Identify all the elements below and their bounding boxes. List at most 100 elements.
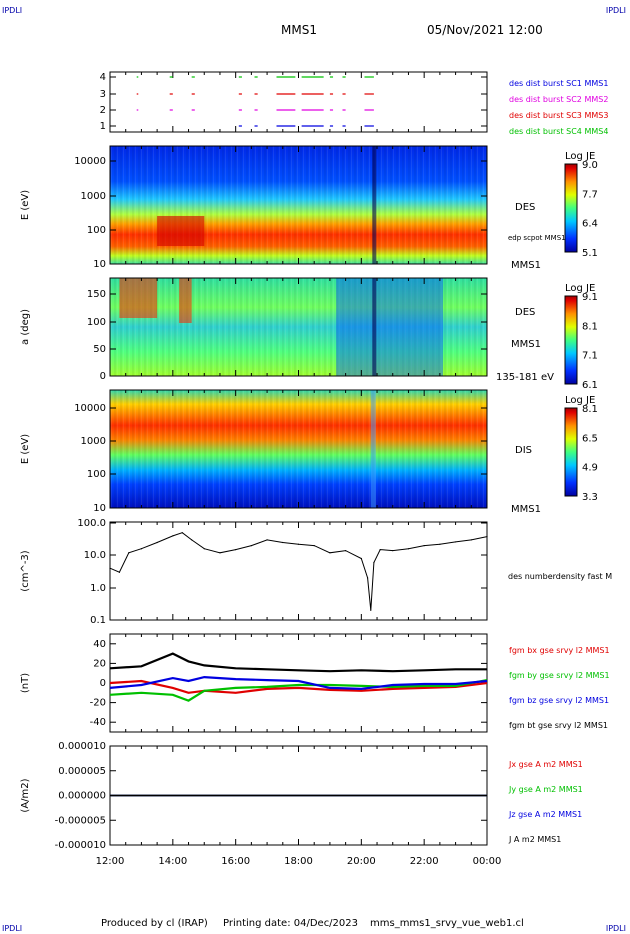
density-series-line	[109, 532, 488, 611]
burst-panel-ytick-label: 4	[100, 72, 106, 83]
bfield-legend-entry: fgm bz gse srvy l2 MMS1	[509, 696, 609, 705]
corner-label-top-left: IPDLI	[2, 6, 23, 15]
des-energy-dropout	[372, 146, 377, 264]
density-panel-ytick-label: 1.0	[90, 583, 106, 594]
time-axis-tick-label: 00:00	[473, 856, 502, 867]
density-panel-frame	[109, 521, 488, 621]
burst-panel-frame	[109, 71, 488, 133]
bfield-legend-entry: fgm bx gse srvy l2 MMS1	[509, 646, 610, 655]
bfield-panel-ytick-label: 0	[100, 678, 106, 689]
burst-panel-ytick-label: 3	[100, 89, 106, 100]
density-point	[181, 532, 183, 534]
dis-energy-colorbar	[564, 407, 578, 497]
density-legend-entry: des numberdensity fast M	[508, 572, 612, 581]
burst-panel-ytick-label: 2	[100, 105, 106, 116]
bfield-panel-ylabel: (nT)	[20, 673, 31, 693]
burst-legend-entry: des dist burst SC3 MMS3	[509, 111, 608, 120]
time-axis-tick-label: 16:00	[221, 856, 250, 867]
bfield-panel-ytick-label: -40	[90, 717, 106, 728]
des-pitch-panel-ytick-label: 150	[87, 289, 106, 300]
density-point	[379, 549, 381, 551]
dis-energy-title: DIS	[515, 445, 532, 456]
density-point	[367, 577, 369, 579]
current-panel-ytick-label: 0.000005	[58, 766, 106, 777]
dis-energy-colorbar-tick: 4.9	[582, 463, 598, 474]
des-pitch-colorbar-tick: 9.1	[582, 292, 598, 303]
current-panel-ylabel: (A/m2)	[20, 778, 31, 812]
des-pitch-panel-ytick-label: 100	[87, 317, 106, 328]
dis-energy-colorbar-tick: 6.5	[582, 433, 598, 444]
bfield-series-line	[109, 679, 488, 694]
density-point	[392, 550, 394, 552]
des-energy-texture	[110, 146, 487, 264]
density-point	[407, 548, 410, 550]
footer-filename: mms_mms1_srvy_vue_web1.cl	[370, 918, 524, 929]
dis-energy-texture	[110, 390, 487, 508]
density-panel-ytick-label: 10.0	[84, 550, 106, 561]
dis-energy-panel-ytick-label: 10	[93, 503, 106, 514]
density-point	[297, 543, 300, 545]
des-pitch-panel-ytick-label: 50	[93, 344, 106, 355]
des-energy-colorbar-tick: 7.7	[582, 189, 598, 200]
des-pitch-hot-region	[119, 278, 158, 318]
burst-legend-entry: des dist burst SC1 MMS1	[509, 79, 608, 88]
density-point	[313, 545, 315, 547]
current-panel-ytick-label: -0.000005	[55, 815, 106, 826]
burst-legend-entry: des dist burst SC4 MMS4	[509, 127, 608, 136]
density-point	[156, 541, 158, 544]
bfield-panel-ytick-label: 40	[93, 639, 106, 650]
bfield-panel-ytick-label: -20	[90, 698, 106, 709]
time-axis-tick-label: 20:00	[347, 856, 376, 867]
dis-energy-dropout	[370, 390, 376, 508]
density-point	[235, 549, 237, 551]
des-pitch-panel-ytick-label: 0	[100, 371, 106, 382]
dis-energy-sc-label: MMS1	[511, 504, 541, 515]
footer-produced-by: Produced by cl (IRAP)	[101, 918, 208, 929]
des-pitch-texture	[110, 278, 487, 376]
des-energy-colorbar-tick: 6.4	[582, 219, 598, 230]
des-energy-panel-ylabel: E (eV)	[20, 190, 31, 220]
density-point	[109, 567, 111, 569]
bfield-series-line	[109, 679, 488, 702]
dis-energy-panel-ytick-label: 10000	[74, 403, 106, 414]
dis-energy-colorbar-tick: 3.3	[582, 492, 598, 503]
des-pitch-colorbar-tick: 8.1	[582, 321, 598, 332]
density-point	[191, 539, 193, 541]
bfield-legend-entry: fgm by gse srvy l2 MMS1	[509, 671, 610, 680]
bfield-panel-ytick-label: 20	[93, 658, 106, 669]
corner-label-bottom-left: IPDLI	[2, 924, 23, 933]
density-point	[172, 535, 174, 537]
density-point	[282, 541, 284, 544]
current-legend-entry: Jy gse A m2 MMS1	[508, 785, 583, 794]
bfield-legend-entry: fgm bt gse srvy l2 MMS1	[509, 721, 608, 730]
des-energy-panel-ytick-label: 10000	[74, 156, 106, 167]
des-energy-panel-ytick-label: 1000	[81, 191, 106, 202]
density-panel-ytick-label: 0.1	[90, 615, 106, 626]
current-legend-entry: Jz gse A m2 MMS1	[508, 810, 582, 819]
density-point	[470, 539, 472, 541]
des-pitch-title: DES	[515, 307, 535, 318]
des-pitch-sc-label: MMS1	[511, 339, 541, 350]
time-axis-tick-label: 12:00	[96, 856, 125, 867]
spacecraft-title: MMS1	[281, 23, 317, 37]
des-pitch-dropout	[372, 278, 377, 376]
date-title: 05/Nov/2021 12:00	[427, 23, 543, 37]
density-point	[250, 545, 252, 547]
density-point	[370, 609, 372, 611]
des-pitch-colorbar	[564, 295, 578, 385]
dis-energy-panel-ylabel: E (eV)	[20, 434, 31, 464]
density-point	[373, 561, 375, 564]
density-point	[486, 535, 488, 538]
density-point	[140, 548, 143, 550]
density-panel-ytick-label: 100.0	[77, 518, 106, 529]
current-panel-ytick-label: 0.000000	[58, 791, 106, 802]
current-legend-entry: Jx gse A m2 MMS1	[508, 760, 583, 769]
current-panel-ytick-label: 0.000010	[58, 741, 106, 752]
des-energy-colorbar-tick: 5.1	[582, 248, 598, 259]
burst-legend-entry: des dist burst SC2 MMS2	[509, 95, 608, 104]
time-axis-tick-label: 14:00	[158, 856, 187, 867]
des-pitch-colorbar-label: Log JE	[565, 283, 595, 294]
density-point	[329, 552, 331, 554]
density-point	[345, 550, 347, 552]
current-panel-ytick-label: -0.000010	[55, 840, 106, 851]
